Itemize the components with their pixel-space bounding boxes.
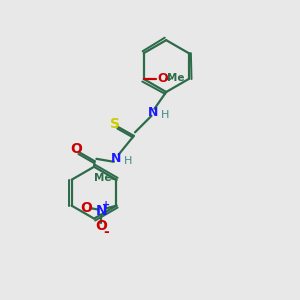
Text: -: -	[103, 225, 109, 238]
Text: N: N	[95, 204, 107, 218]
Text: H: H	[160, 110, 169, 120]
Text: Me: Me	[167, 74, 184, 83]
Text: O: O	[80, 201, 92, 215]
Text: Me: Me	[94, 173, 112, 183]
Text: H: H	[124, 156, 132, 166]
Text: O: O	[157, 72, 168, 85]
Text: +: +	[102, 200, 110, 210]
Text: N: N	[111, 152, 121, 165]
Text: S: S	[110, 117, 120, 131]
Text: O: O	[95, 219, 107, 233]
Text: O: O	[70, 142, 82, 156]
Text: N: N	[148, 106, 158, 119]
